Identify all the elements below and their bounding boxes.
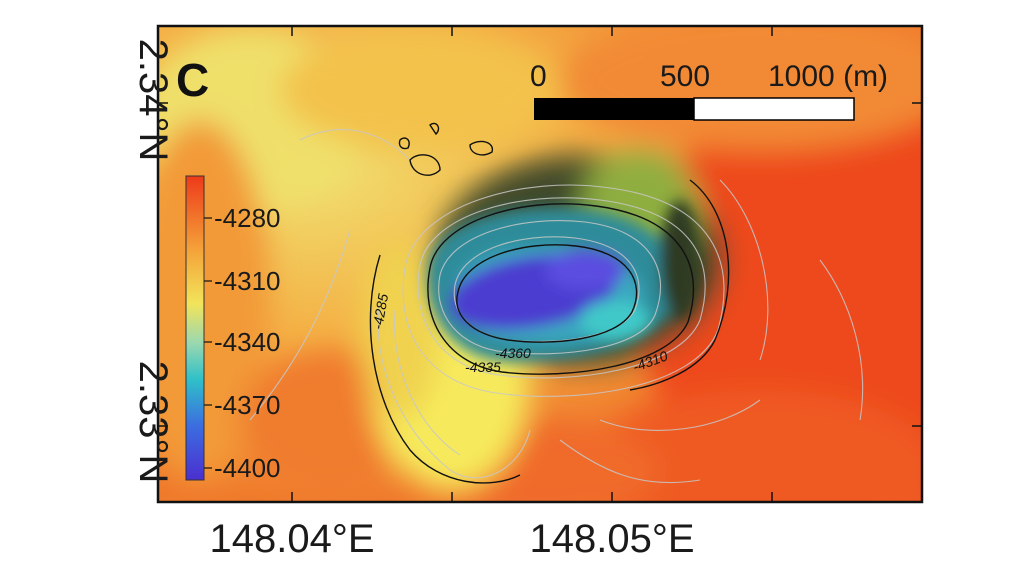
minor-contours (249, 129, 864, 484)
scale-bar: 0 500 1000 (m) (530, 60, 888, 121)
colorbar-tick-label: -4280 (214, 203, 281, 233)
panel-label: C (176, 54, 209, 106)
colorbar-tick-label: -4370 (214, 390, 281, 420)
map-raster: -4285 -4360 -4335 -4310 -4280 -4310 -434… (158, 26, 922, 502)
colorbar-tick-label: -4310 (214, 266, 281, 296)
latitude-label: 2.34°N (131, 39, 175, 162)
frame-ticks (158, 26, 922, 502)
contour-label-4285: -4285 (369, 292, 391, 330)
scale-bar-label-500: 500 (660, 60, 710, 93)
colorbar-ticks (204, 217, 212, 469)
longitude-label: 148.04°E (209, 517, 374, 561)
map-frame (156, 24, 924, 504)
colorbar: -4280 -4310 -4340 -4370 -4400 (185, 175, 281, 483)
colorbar-tick-label: -4400 (214, 453, 281, 483)
colorbar-tick-label: -4340 (214, 327, 281, 357)
scale-bar-label-1000: 1000 (m) (768, 60, 888, 93)
contour-label-4360: -4360 (495, 345, 531, 361)
scale-bar-label-0: 0 (530, 60, 547, 93)
major-contours (369, 122, 730, 484)
longitude-label: 148.05°E (529, 517, 694, 561)
latitude-label: 2.33°N (131, 361, 175, 484)
contour-label-4335: -4335 (465, 359, 501, 375)
